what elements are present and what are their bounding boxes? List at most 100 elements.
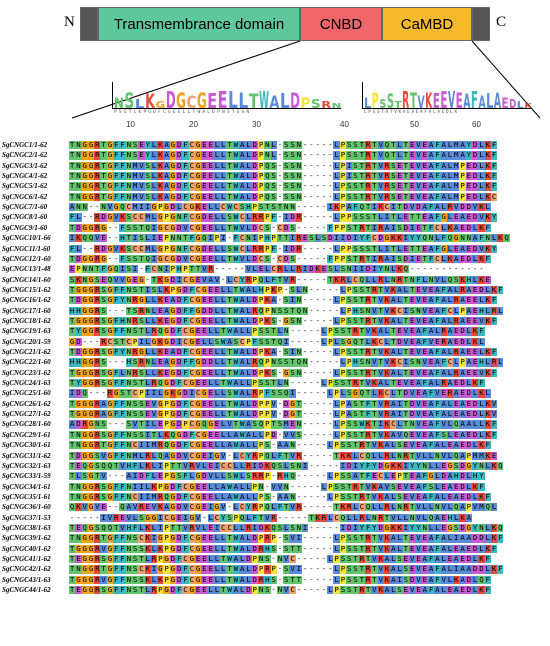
residue: T xyxy=(402,191,410,201)
residue: - xyxy=(145,274,150,284)
residue: - xyxy=(321,243,327,253)
residue: A xyxy=(270,347,277,357)
residue: S xyxy=(264,585,271,595)
residue: A xyxy=(427,564,435,574)
residue: - xyxy=(321,181,327,191)
residue: A xyxy=(434,284,441,295)
residue: G xyxy=(194,222,202,232)
residue: S xyxy=(346,543,353,553)
residue: G xyxy=(465,460,472,471)
residue: I xyxy=(213,460,221,471)
residue: L xyxy=(232,522,240,533)
residue: N xyxy=(81,202,88,212)
residue: - xyxy=(315,564,320,574)
residue: N xyxy=(295,140,302,150)
residue: R xyxy=(94,326,101,336)
residue: G xyxy=(163,585,170,595)
residue: E xyxy=(194,326,202,336)
residue: - xyxy=(315,140,320,149)
residue: N xyxy=(289,202,296,212)
residue: R xyxy=(251,450,258,460)
residue: Q xyxy=(239,512,246,522)
residue: F xyxy=(364,522,372,533)
residue: S xyxy=(100,429,107,439)
residue: C xyxy=(125,202,132,212)
residue: E xyxy=(440,481,447,491)
residue: L xyxy=(150,450,158,460)
residue: I xyxy=(383,243,391,253)
residue: K xyxy=(157,543,164,553)
residue: G xyxy=(81,491,88,502)
residue: L xyxy=(270,140,277,150)
residue: P xyxy=(257,181,265,191)
residue: G xyxy=(81,222,88,232)
residue: S xyxy=(94,450,101,460)
logo-letter: L xyxy=(486,89,493,108)
residue: T xyxy=(371,419,378,429)
residue: Q xyxy=(201,233,208,243)
residue: V xyxy=(421,357,428,367)
residue: G xyxy=(188,554,195,564)
residue: L xyxy=(245,378,252,388)
residue: T xyxy=(226,305,233,315)
residue: P xyxy=(257,388,265,398)
residue: - xyxy=(315,181,320,191)
residue: N xyxy=(409,274,416,284)
residue: S xyxy=(100,491,107,502)
residue: H xyxy=(264,233,271,243)
residue: T xyxy=(409,450,416,460)
residue: - xyxy=(321,450,327,460)
residue: L xyxy=(220,347,227,357)
residue: L xyxy=(453,357,460,367)
residue: E xyxy=(459,585,466,595)
residue: - xyxy=(315,460,320,470)
residue: E xyxy=(421,564,428,574)
residue: F xyxy=(497,564,504,574)
residue: T xyxy=(364,388,372,398)
residue: P xyxy=(264,471,271,481)
residue: R xyxy=(94,243,101,253)
residue: L xyxy=(150,315,158,326)
residue: C xyxy=(239,336,246,346)
residue: F xyxy=(100,264,107,274)
residue: L xyxy=(245,367,252,377)
residue: V xyxy=(138,160,145,170)
residue: S xyxy=(339,481,347,491)
residue: C xyxy=(194,388,202,398)
residue: G xyxy=(81,326,88,336)
residue: E xyxy=(201,481,208,491)
residue: - xyxy=(277,171,283,181)
residue: D xyxy=(182,429,189,439)
residue: P xyxy=(270,233,277,243)
residue: L xyxy=(213,471,221,481)
residue: A xyxy=(232,429,240,439)
residue: E xyxy=(446,585,454,595)
residue: D xyxy=(472,543,479,553)
residue: L xyxy=(383,274,391,284)
residue: E xyxy=(207,388,214,398)
residue: I xyxy=(352,460,359,471)
residue: R xyxy=(94,150,101,160)
residue: S xyxy=(346,191,353,201)
residue: E xyxy=(396,326,403,336)
residue: A xyxy=(415,336,422,346)
residue: T xyxy=(69,378,76,388)
residue: R xyxy=(106,388,114,398)
residue: K xyxy=(264,347,271,357)
residue: F xyxy=(182,574,189,584)
residue: N xyxy=(125,191,132,201)
residue: E xyxy=(69,264,76,274)
residue: S xyxy=(100,378,107,388)
residue: F xyxy=(427,554,435,564)
residue: - xyxy=(328,140,333,149)
residue: A xyxy=(440,543,447,553)
residue: - xyxy=(296,336,302,346)
residue: T xyxy=(402,160,410,170)
residue: L xyxy=(478,419,485,429)
residue: V xyxy=(270,409,277,419)
residue: - xyxy=(277,295,283,305)
residue: K xyxy=(144,574,151,584)
residue: A xyxy=(163,450,170,460)
residue: A xyxy=(446,326,454,336)
